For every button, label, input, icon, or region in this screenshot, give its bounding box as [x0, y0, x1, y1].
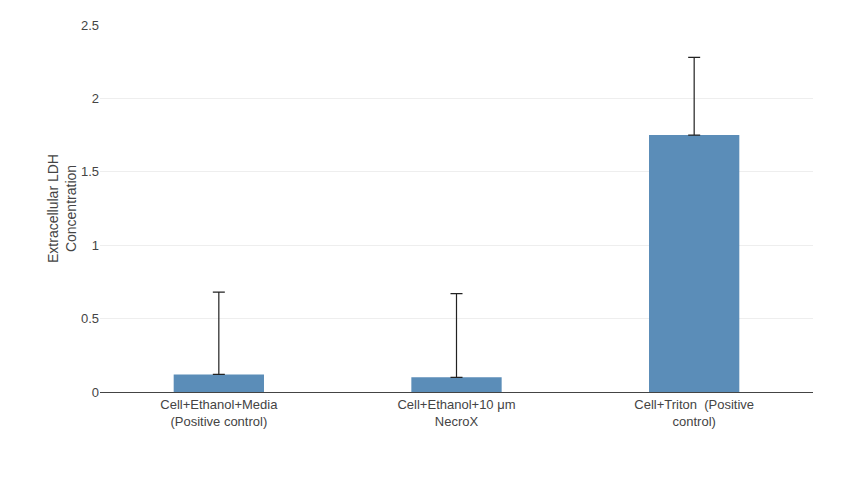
svg-text:1.5: 1.5: [81, 164, 99, 179]
svg-text:Cell+Ethanol+10 μmNecroX: Cell+Ethanol+10 μmNecroX: [397, 397, 515, 429]
svg-text:Extracellular LDHConcentration: Extracellular LDHConcentration: [45, 154, 79, 263]
svg-text:2.5: 2.5: [81, 18, 99, 33]
svg-text:0: 0: [92, 385, 99, 400]
svg-text:2: 2: [92, 91, 99, 106]
svg-text:Cell+Ethanol+Media(Positive co: Cell+Ethanol+Media(Positive control): [160, 397, 278, 429]
svg-text:Cell+Triton (Positivecontrol): Cell+Triton (Positivecontrol): [634, 397, 754, 429]
svg-text:0.5: 0.5: [81, 311, 99, 326]
svg-text:1: 1: [92, 238, 99, 253]
